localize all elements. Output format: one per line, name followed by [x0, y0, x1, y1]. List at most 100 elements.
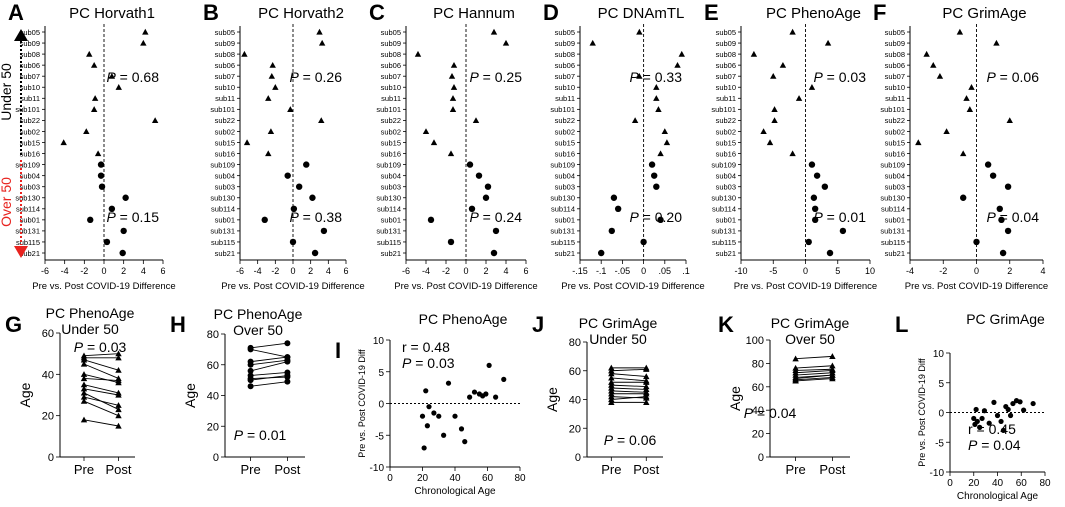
- under50-point: [86, 50, 93, 57]
- x-tick-label: 0: [947, 478, 953, 489]
- subject-label: sub06: [381, 61, 401, 70]
- over50-point: [303, 161, 310, 168]
- subject-label: sub109: [880, 160, 905, 169]
- post-point: [115, 391, 122, 398]
- under50-point: [661, 128, 668, 135]
- under50-point: [422, 128, 430, 135]
- under50-point: [789, 28, 796, 35]
- subject-label: sub11: [885, 94, 905, 103]
- subject-label: sub11: [215, 94, 235, 103]
- panel-title: PC PhenoAge: [46, 305, 135, 321]
- x-axis-label: Pre vs. Post COVID-19 Difference: [561, 281, 704, 292]
- data-point: [441, 432, 447, 438]
- data-point: [1010, 400, 1016, 407]
- data-point: [419, 413, 426, 419]
- x-axis-label: Pre vs. Post COVID-19 Difference: [32, 281, 175, 292]
- post-point: [829, 353, 836, 359]
- subject-label: sub101: [880, 105, 905, 114]
- x-tick-label: 4: [503, 266, 508, 276]
- over50-point: [657, 216, 664, 224]
- panel-subtitle: Under 50: [589, 331, 647, 347]
- subject-label: sub10: [381, 83, 401, 92]
- under50-point: [269, 61, 276, 68]
- p-value-under50: P = 0.25: [469, 69, 522, 85]
- over50-point: [97, 172, 105, 179]
- under50-point: [923, 50, 930, 57]
- x-tick-label: -2: [271, 266, 279, 276]
- subject-label: sub15: [555, 138, 575, 147]
- over50-point: [998, 216, 1005, 224]
- subject-label: sub03: [215, 183, 235, 192]
- data-point: [981, 408, 988, 414]
- x-tick-label: -.05: [615, 266, 631, 276]
- panel-letter: A: [8, 0, 24, 25]
- panel-letter: C: [369, 0, 385, 25]
- y-axis-label: Age: [17, 382, 33, 407]
- pre-point: [80, 385, 88, 392]
- over50-point: [996, 205, 1003, 212]
- post-point: [829, 362, 836, 369]
- p-value-over50: P = 0.38: [289, 209, 342, 225]
- subject-label: sub131: [711, 227, 736, 236]
- subject-label: sub09: [716, 39, 736, 48]
- over50-point: [999, 249, 1007, 257]
- over50-point: [826, 249, 834, 257]
- panel-subtitle: Over 50: [785, 331, 835, 347]
- under50-point: [318, 117, 325, 123]
- subject-label: sub114: [377, 205, 401, 214]
- pair-line: [611, 387, 647, 390]
- panel-title: PC PhenoAge: [766, 5, 861, 22]
- data-point: [471, 389, 478, 395]
- panel-letter: E: [704, 0, 719, 25]
- over50-point: [320, 227, 328, 235]
- panel-I: I PC PhenoAge -10 -5 0 5 10 0 20 40 60 80 Chronologi…: [335, 311, 526, 497]
- pre-point: [80, 416, 88, 423]
- subject-label: sub03: [20, 183, 40, 192]
- under50-point: [963, 95, 970, 101]
- panel-letter: G: [5, 312, 22, 337]
- y-tick-label: 5: [378, 368, 384, 379]
- pre-label: Pre: [601, 462, 621, 477]
- x-tick-label: 0: [641, 266, 646, 276]
- subject-label: sub130: [15, 194, 40, 203]
- subject-label: sub130: [711, 194, 736, 203]
- pair-line: [611, 396, 647, 400]
- under50-point: [108, 73, 116, 79]
- pair-line: [795, 368, 833, 371]
- x-tick-label: 10: [865, 266, 875, 276]
- pre-label: Pre: [240, 462, 260, 477]
- under50-point: [960, 150, 967, 157]
- y-tick-label: -5: [375, 431, 384, 442]
- over50-point: [295, 183, 303, 190]
- data-point: [1017, 399, 1023, 405]
- pre-point: [608, 399, 615, 405]
- under50-point: [915, 139, 922, 146]
- y-tick-label: 40: [569, 395, 581, 407]
- post-point: [643, 373, 650, 380]
- subject-label: sub114: [16, 205, 40, 214]
- subject-label: sub07: [20, 72, 40, 81]
- pair-line: [611, 373, 647, 377]
- x-tick-label: 0: [463, 266, 468, 276]
- under50-point: [636, 28, 643, 35]
- subject-label: sub09: [20, 39, 40, 48]
- x-tick-label: .1: [682, 266, 690, 276]
- post-point: [115, 350, 122, 357]
- under50-point: [140, 39, 147, 46]
- subject-label: sub08: [381, 50, 401, 59]
- subject-label: sub16: [555, 149, 575, 158]
- over50-point: [640, 238, 647, 246]
- p-value-under50: P = 0.03: [813, 69, 866, 85]
- over50-point: [482, 194, 490, 201]
- pair-line: [250, 356, 288, 363]
- panel-letter: L: [895, 312, 908, 337]
- under50-point: [930, 61, 937, 68]
- p-value: P = 0.04: [968, 437, 1021, 453]
- r-value: r = 0.48: [402, 339, 450, 355]
- x-tick-label: 6: [343, 266, 348, 276]
- data-point: [1005, 406, 1011, 413]
- pair-line: [83, 378, 119, 381]
- under50-point: [956, 28, 964, 35]
- data-point: [973, 406, 979, 413]
